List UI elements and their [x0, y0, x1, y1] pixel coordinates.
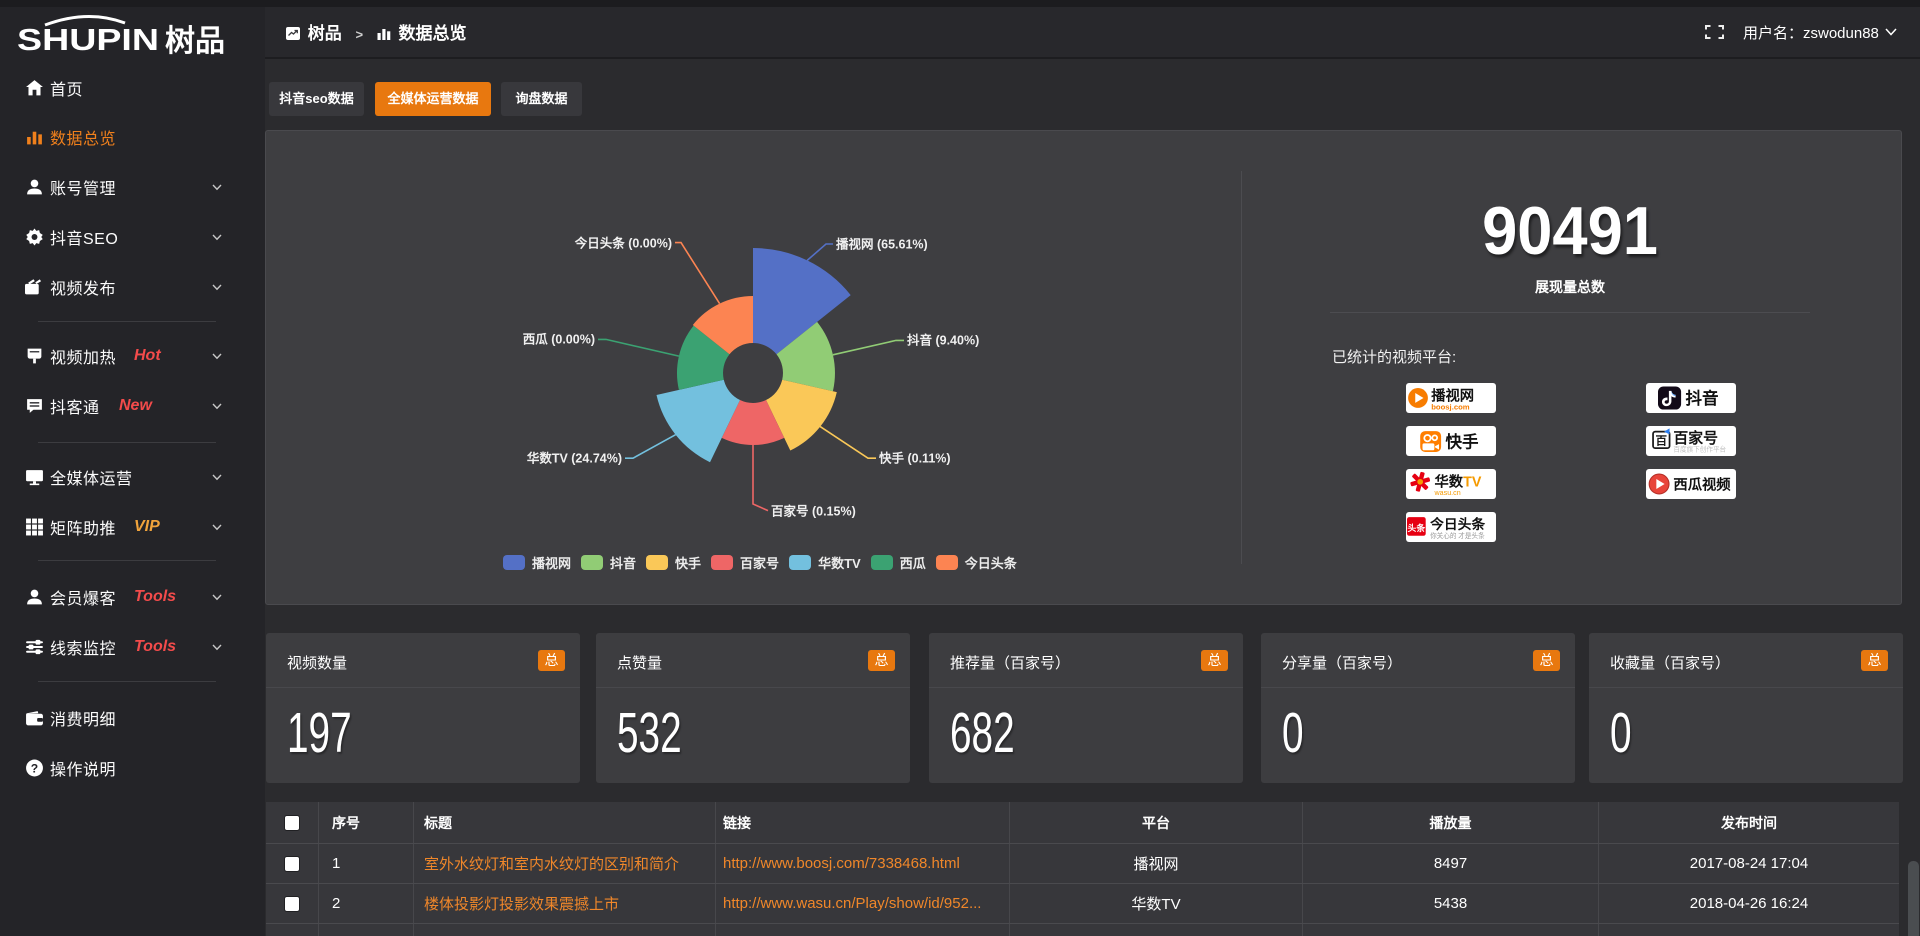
svg-text:头条: 头条 — [1408, 522, 1426, 533]
svg-text:播视网 (65.61%): 播视网 (65.61%) — [836, 237, 928, 252]
svg-text:抖音 (9.40%): 抖音 (9.40%) — [907, 333, 979, 348]
svg-text:西瓜视频: 西瓜视频 — [1673, 476, 1731, 494]
svg-text:抖音: 抖音 — [1686, 388, 1719, 408]
svg-text:百: 百 — [1656, 435, 1668, 448]
svg-text:西瓜 (0.00%): 西瓜 (0.00%) — [523, 333, 595, 347]
svg-text:快手 (0.11%): 快手 (0.11%) — [879, 451, 951, 466]
svg-text:今日头条: 今日头条 — [1430, 516, 1485, 532]
svg-text:华数TV: 华数TV — [1435, 473, 1482, 491]
svg-text:百家号 (0.15%): 百家号 (0.15%) — [771, 504, 856, 519]
svg-text:SHUPIN: SHUPIN — [17, 22, 159, 56]
svg-text:华数TV (24.74%): 华数TV (24.74%) — [527, 451, 622, 466]
svg-text:快手: 快手 — [1446, 432, 1480, 452]
svg-text:boosj.com: boosj.com — [1431, 402, 1470, 411]
svg-text:你关心的 才是头条: 你关心的 才是头条 — [1430, 531, 1485, 540]
svg-text:树品: 树品 — [165, 25, 225, 56]
svg-text:今日头条 (0.00%): 今日头条 (0.00%) — [574, 236, 672, 251]
svg-text:?: ? — [31, 762, 38, 776]
svg-text:wasu.cn: wasu.cn — [1434, 489, 1461, 497]
svg-text:百度旗下创作平台: 百度旗下创作平台 — [1673, 444, 1726, 453]
svg-text:播视网: 播视网 — [1431, 386, 1474, 404]
svg-text:百家号: 百家号 — [1673, 429, 1718, 447]
